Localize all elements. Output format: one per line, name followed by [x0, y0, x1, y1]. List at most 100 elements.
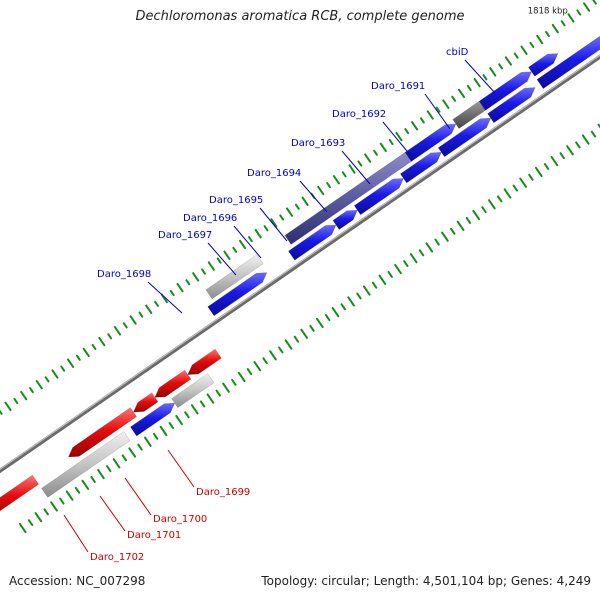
feature-Daro_1700 — [154, 369, 192, 398]
inner-tick-mark — [269, 350, 277, 361]
inner-tick-mark — [74, 486, 81, 494]
outer-tick-mark — [341, 171, 347, 178]
outer-tick-mark — [216, 257, 222, 264]
inner-tick-mark — [215, 389, 221, 397]
inner-tick-mark — [128, 447, 137, 458]
inner-tick-mark — [237, 371, 246, 383]
outer-tick-mark — [326, 182, 332, 189]
feature-Daro_1699 — [187, 348, 222, 375]
label-leader-lines — [63, 59, 496, 553]
inner-tick-mark — [152, 432, 159, 440]
outer-tick-mark — [239, 239, 247, 250]
outer-tick-mark — [576, 9, 582, 16]
inner-tick-mark — [581, 134, 590, 145]
outer-tick-mark — [332, 175, 340, 185]
inner-tick-mark — [43, 508, 49, 516]
inner-tick-mark — [331, 307, 340, 318]
inner-tick-mark — [112, 458, 121, 469]
gene-label-Daro_1700: Daro_1700 — [153, 514, 207, 525]
outer-tick-mark — [67, 358, 75, 368]
outer-tick-mark — [567, 13, 575, 23]
inner-tick-mark — [362, 285, 371, 296]
outer-tick-mark — [560, 20, 566, 27]
outer-tick-mark — [201, 268, 206, 275]
inner-tick-mark — [534, 166, 543, 178]
gene-label-Daro_1697: Daro_1697 — [158, 230, 212, 241]
inner-tick-mark — [512, 184, 519, 192]
map-title: Dechloromonas aromatica RCB, complete ge… — [135, 9, 465, 24]
outer-tick-mark — [317, 185, 325, 196]
inner-tick-mark — [575, 141, 581, 149]
inner-tick-mark — [403, 260, 409, 268]
inner-tick-mark — [409, 253, 418, 264]
feature-gray-feature-upper — [205, 254, 264, 300]
inner-tick-mark — [50, 501, 58, 512]
inner-tick-mark — [190, 404, 199, 415]
inner-tick-mark — [18, 522, 27, 534]
inner-tick-mark — [394, 263, 402, 275]
inner-tick-mark — [528, 173, 534, 181]
outer-scale-ticks — [0, 0, 597, 415]
outer-tick-mark — [482, 74, 488, 81]
outer-tick-mark — [270, 218, 278, 228]
inner-tick-mark — [222, 382, 230, 393]
genome-backbone — [0, 54, 600, 474]
outer-tick-mark — [411, 121, 419, 131]
inner-tick-mark — [246, 368, 253, 376]
outer-tick-mark — [294, 203, 300, 210]
inner-tick-mark — [496, 195, 503, 203]
gene-label-Daro_1695: Daro_1695 — [209, 195, 263, 206]
feature-Daro_1695 — [400, 151, 442, 184]
inner-tick-mark — [137, 443, 143, 451]
outer-tick-mark — [192, 272, 200, 282]
inner-tick-mark — [519, 177, 527, 188]
inner-tick-mark — [316, 317, 324, 329]
outer-tick-mark — [379, 142, 387, 153]
inner-tick-mark — [550, 155, 559, 167]
outer-tick-mark — [466, 84, 472, 92]
inner-tick-mark — [425, 242, 434, 253]
inner-tick-mark — [168, 422, 174, 429]
inner-tick-mark — [387, 270, 393, 278]
inner-tick-mark — [27, 519, 34, 527]
outer-tick-mark — [498, 63, 504, 70]
backbone-highlight — [0, 54, 600, 470]
outer-tick-mark — [489, 67, 497, 77]
outer-tick-mark — [232, 246, 238, 253]
inner-tick-mark — [253, 361, 262, 372]
feature-Daro_1692 — [478, 71, 532, 111]
inner-tick-mark — [65, 490, 74, 501]
gene-label-Daro_1692: Daro_1692 — [332, 109, 386, 120]
inner-tick-mark — [597, 123, 600, 129]
outer-tick-mark — [20, 390, 28, 401]
inner-tick-mark — [231, 378, 237, 386]
outer-tick-mark — [545, 30, 550, 38]
outer-tick-mark — [223, 250, 231, 260]
leader-cbiD — [464, 59, 496, 94]
inner-tick-mark — [503, 188, 512, 199]
outer-tick-mark — [29, 387, 34, 394]
feature-red-feature-edge — [0, 474, 40, 512]
inner-tick-mark — [90, 475, 96, 483]
outer-tick-mark — [592, 0, 597, 5]
outer-tick-mark — [373, 149, 378, 156]
backbone-line — [0, 54, 600, 474]
leader-Daro_1694 — [299, 180, 328, 213]
leader-Daro_1702 — [63, 514, 89, 553]
feature-Daro_1693 — [437, 117, 492, 158]
inner-tick-mark — [121, 454, 128, 462]
outer-tick-mark — [51, 369, 59, 379]
outer-tick-mark — [113, 326, 122, 336]
outer-tick-mark — [404, 128, 410, 135]
gene-label-Daro_1702: Daro_1702 — [90, 552, 144, 563]
outer-tick-mark — [583, 2, 591, 12]
inner-tick-mark — [465, 216, 472, 224]
feature-cbiD — [536, 36, 600, 89]
outer-tick-mark — [138, 311, 144, 318]
outer-tick-mark — [0, 409, 3, 415]
outer-tick-mark — [207, 261, 215, 271]
outer-tick-mark — [529, 41, 535, 48]
inner-tick-mark — [441, 231, 449, 242]
feature-Daro_1698b — [207, 272, 268, 317]
